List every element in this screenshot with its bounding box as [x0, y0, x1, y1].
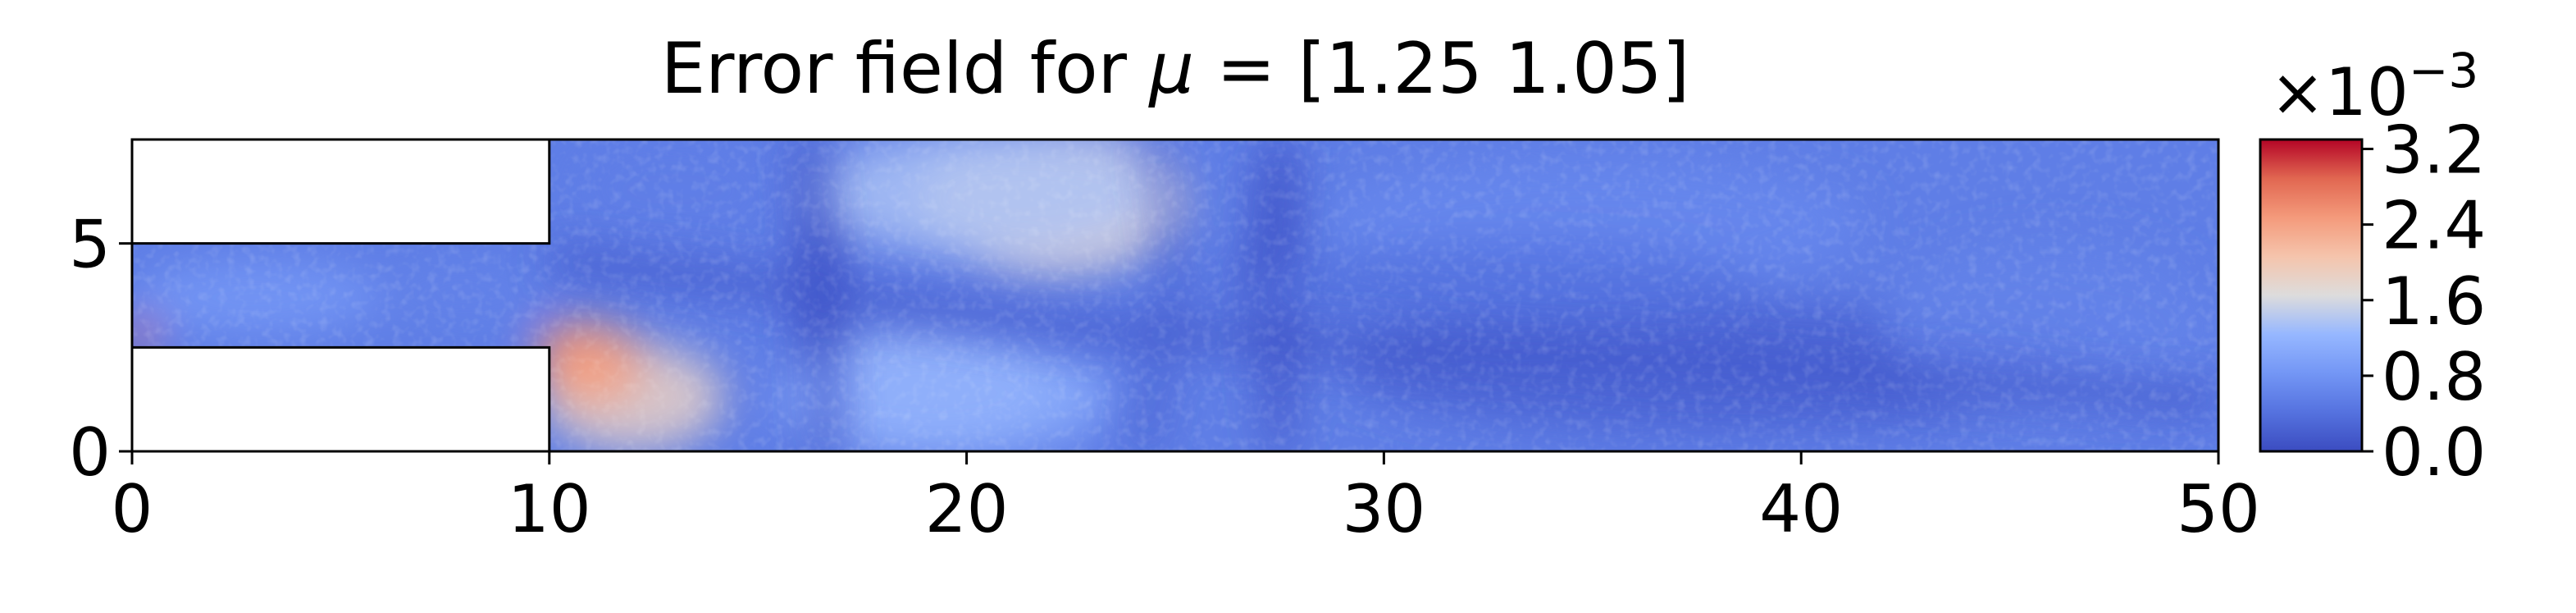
- y-tick-label: 0: [69, 414, 111, 491]
- colorbar-multiplier-base: ×10: [2270, 54, 2409, 130]
- colorbar-tick-label: 2.4: [2382, 188, 2486, 264]
- colorbar-tick-label: 1.6: [2382, 263, 2486, 340]
- colorbar-tick-label: 0.8: [2382, 339, 2486, 415]
- y-tick-label: 5: [69, 207, 111, 283]
- colorbar-ticks: 0.00.81.62.43.2: [2362, 112, 2486, 491]
- error-field: [132, 140, 2218, 451]
- x-tick-label: 40: [1759, 471, 1843, 547]
- plot-frame: [130, 138, 2220, 453]
- title-prefix: Error field for: [660, 28, 1150, 110]
- cutout-edge: [132, 345, 551, 451]
- title-suffix: = [1.25 1.05]: [1194, 28, 1690, 110]
- y-axis-ticks: 05: [69, 207, 132, 491]
- domain-cutouts: [132, 140, 551, 451]
- chart-title: Error field for μ = [1.25 1.05]: [131, 28, 2219, 110]
- x-tick-label: 20: [925, 471, 1009, 547]
- colorbar-tick-label: 0.0: [2382, 414, 2486, 491]
- title-symbol: μ: [1149, 28, 1194, 110]
- colorbar-multiplier: ×10−3: [2270, 43, 2478, 130]
- domain-cutout: [132, 140, 549, 244]
- x-tick-label: 50: [2177, 471, 2260, 547]
- x-axis-ticks: 0 10 20 30 40 50: [112, 451, 2260, 547]
- colorbar-frame: [2259, 138, 2364, 453]
- x-tick-label: 0: [112, 471, 153, 547]
- cutout-edge: [132, 140, 551, 245]
- colorbar-multiplier-exp: −3: [2409, 43, 2479, 98]
- x-tick-label: 30: [1343, 471, 1426, 547]
- x-tick-label: 10: [508, 471, 591, 547]
- domain-cutout: [132, 347, 549, 451]
- colorbar-tick-label: 3.2: [2382, 112, 2486, 189]
- colorbar: [2260, 140, 2362, 451]
